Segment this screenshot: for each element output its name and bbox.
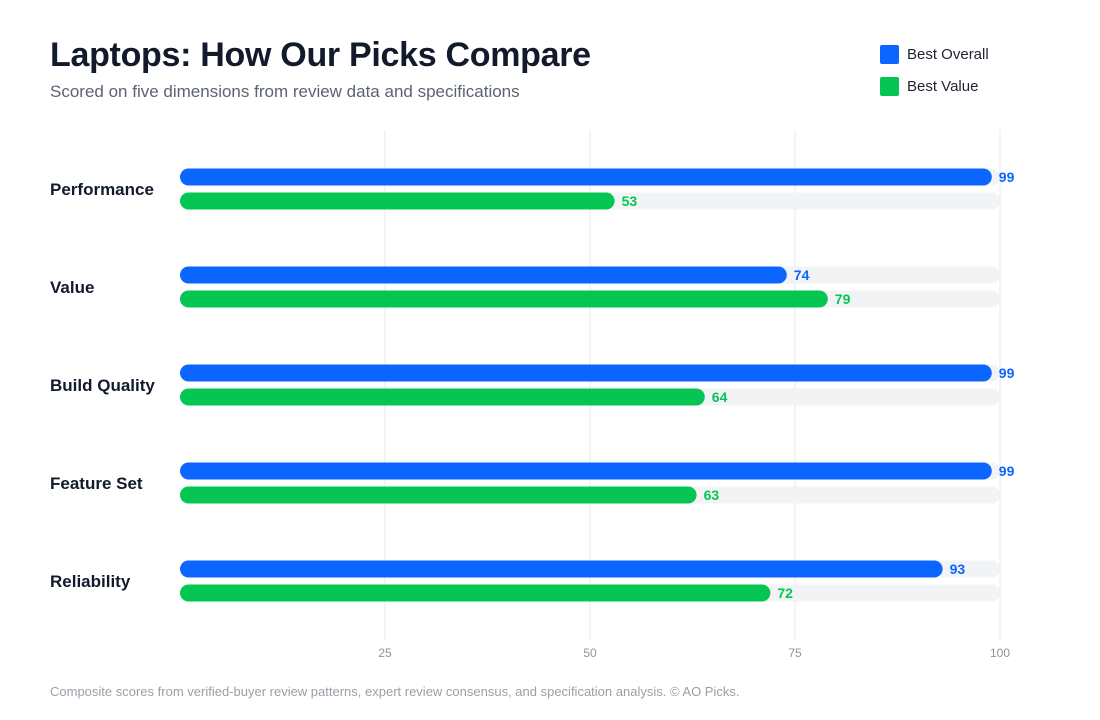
data-label: 64 <box>712 389 728 405</box>
category-label: Performance <box>50 180 154 199</box>
bar-best-overall <box>180 364 992 382</box>
data-label: 99 <box>999 463 1015 479</box>
category-label: Reliability <box>50 572 131 591</box>
legend-label-best-value: Best Value <box>907 77 979 95</box>
bar-best-overall <box>180 266 787 284</box>
chart-title: Laptops: How Our Picks Compare <box>50 36 591 74</box>
bar-best-value <box>180 192 615 210</box>
bar-best-overall <box>180 168 992 186</box>
data-label: 79 <box>835 291 851 307</box>
bar-best-value <box>180 486 697 504</box>
footnote: Composite scores from verified-buyer rev… <box>50 684 740 699</box>
data-label: 74 <box>794 267 810 283</box>
category-label: Value <box>50 278 94 297</box>
legend: Best Overall Best Value <box>880 44 989 108</box>
x-tick-label: 100 <box>990 646 1010 660</box>
bar-best-value <box>180 584 771 602</box>
bar-best-overall <box>180 462 992 480</box>
legend-label-best-overall: Best Overall <box>907 45 989 63</box>
data-label: 63 <box>704 487 720 503</box>
bar-chart: 25 50 75 100 Performance 99 53 Value 74 79 Build Q… <box>50 130 1015 660</box>
data-label: 99 <box>999 169 1015 185</box>
legend-item-best-value: Best Value <box>880 76 989 96</box>
category-label: Feature Set <box>50 474 143 493</box>
data-label: 72 <box>777 585 793 601</box>
bar-best-overall <box>180 560 943 578</box>
data-label: 99 <box>999 365 1015 381</box>
x-tick-label: 50 <box>583 646 597 660</box>
chart-subtitle: Scored on five dimensions from review da… <box>50 82 520 101</box>
legend-swatch-best-overall <box>880 44 899 64</box>
x-tick-label: 25 <box>378 646 392 660</box>
category-label: Build Quality <box>50 376 155 395</box>
bar-best-value <box>180 290 828 308</box>
data-label: 53 <box>622 193 638 209</box>
x-tick-label: 75 <box>788 646 802 660</box>
data-label: 93 <box>950 561 966 577</box>
legend-item-best-overall: Best Overall <box>880 44 989 64</box>
bar-best-value <box>180 388 705 406</box>
legend-swatch-best-value <box>880 76 899 96</box>
